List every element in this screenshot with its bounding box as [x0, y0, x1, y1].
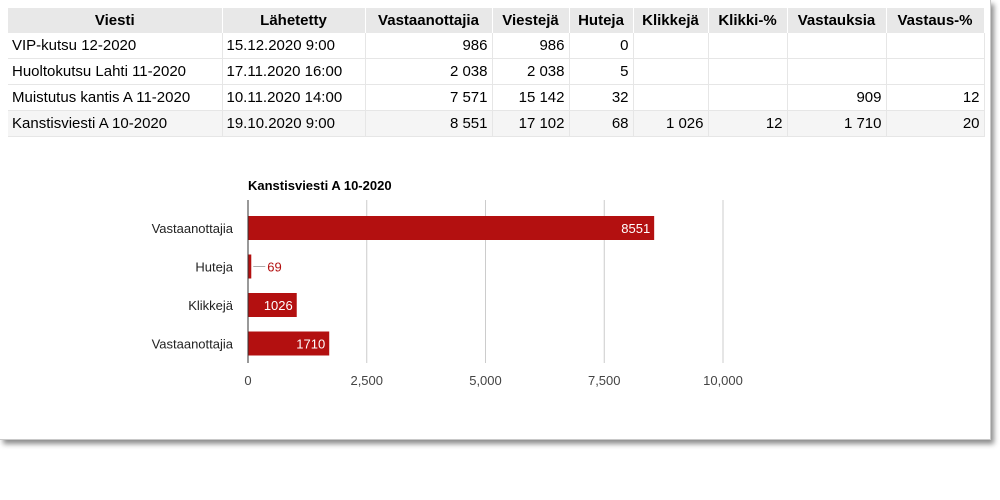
cell-sent: 17.11.2020 16:00 — [222, 58, 366, 85]
cell-recipients: 2 038 — [365, 58, 493, 85]
cell-bounces: 32 — [569, 84, 634, 111]
cell-click-pct — [708, 33, 788, 59]
cell-clicks: 1 026 — [633, 110, 709, 137]
data-label: 1026 — [264, 298, 293, 313]
cell-reply-pct — [886, 58, 985, 85]
chart-title: Kanstisviesti A 10-2020 — [248, 178, 392, 193]
cell-clicks — [633, 84, 709, 111]
data-label: 69 — [267, 260, 281, 275]
category-label: Vastaanottajia — [152, 337, 234, 352]
table-header-row: Viesti Lähetetty Vastaanottajia Viestejä… — [8, 8, 985, 33]
x-tick-label: 10,000 — [703, 373, 743, 388]
bar — [248, 293, 297, 317]
cell-reply-pct — [886, 33, 985, 59]
x-tick-label: 5,000 — [469, 373, 502, 388]
cell-sent: 15.12.2020 9:00 — [222, 33, 366, 59]
cell-message: Muistutus kantis A 11-2020 — [8, 84, 223, 111]
cell-clicks — [633, 58, 709, 85]
cell-bounces: 5 — [569, 58, 634, 85]
cell-reply-pct: 12 — [886, 84, 985, 111]
table-row[interactable]: Kanstisviesti A 10-2020 19.10.2020 9:00 … — [8, 110, 985, 137]
table-row[interactable]: VIP-kutsu 12-2020 15.12.2020 9:00 986 98… — [8, 33, 985, 59]
cell-sent: 19.10.2020 9:00 — [222, 110, 366, 137]
category-label: Vastaanottajia — [152, 221, 234, 236]
cell-replies — [787, 58, 887, 85]
column-header[interactable]: Viestejä — [492, 8, 570, 33]
bar — [248, 254, 252, 279]
cell-message: Huoltokutsu Lahti 11-2020 — [8, 58, 223, 85]
column-header[interactable]: Viesti — [8, 8, 223, 33]
column-header[interactable]: Vastauksia — [787, 8, 887, 33]
cell-recipients: 986 — [365, 33, 493, 59]
category-label: Huteja — [195, 260, 233, 275]
campaign-stats-table: Viesti Lähetetty Vastaanottajia Viestejä… — [8, 8, 985, 137]
cell-messages: 17 102 — [492, 110, 570, 137]
cell-click-pct — [708, 84, 788, 111]
cell-replies — [787, 33, 887, 59]
cell-messages: 2 038 — [492, 58, 570, 85]
table-row[interactable]: Muistutus kantis A 11-2020 10.11.2020 14… — [8, 84, 985, 111]
column-header[interactable]: Vastaus-% — [886, 8, 985, 33]
cell-messages: 986 — [492, 33, 570, 59]
cell-sent: 10.11.2020 14:00 — [222, 84, 366, 111]
column-header[interactable]: Lähetetty — [222, 8, 366, 33]
cell-click-pct — [708, 58, 788, 85]
data-label: 8551 — [621, 221, 650, 236]
x-tick-label: 2,500 — [350, 373, 383, 388]
column-header[interactable]: Klikkejä — [633, 8, 709, 33]
column-header[interactable]: Vastaanottajia — [365, 8, 493, 33]
cell-recipients: 7 571 — [365, 84, 493, 111]
cell-messages: 15 142 — [492, 84, 570, 111]
bar — [248, 331, 330, 356]
cell-message: VIP-kutsu 12-2020 — [8, 33, 223, 59]
cell-reply-pct: 20 — [886, 110, 985, 137]
data-label: 1710 — [296, 337, 325, 352]
table-row[interactable]: Huoltokutsu Lahti 11-2020 17.11.2020 16:… — [8, 58, 985, 85]
column-header[interactable]: Klikki-% — [708, 8, 788, 33]
bar — [248, 216, 655, 240]
x-tick-label: 0 — [244, 373, 251, 388]
cell-bounces: 0 — [569, 33, 634, 59]
cell-replies: 909 — [787, 84, 887, 111]
x-tick-label: 7,500 — [588, 373, 621, 388]
cell-message: Kanstisviesti A 10-2020 — [8, 110, 223, 137]
report-panel: Viesti Lähetetty Vastaanottajia Viestejä… — [0, 0, 991, 440]
category-label: Klikkejä — [188, 298, 234, 313]
cell-replies: 1 710 — [787, 110, 887, 137]
cell-recipients: 8 551 — [365, 110, 493, 137]
column-header[interactable]: Huteja — [569, 8, 634, 33]
bar-chart: Kanstisviesti A 10-2020 0 2,500 5,000 7,500 1… — [152, 178, 743, 388]
cell-bounces: 68 — [569, 110, 634, 137]
cell-click-pct: 12 — [708, 110, 788, 137]
cell-clicks — [633, 33, 709, 59]
